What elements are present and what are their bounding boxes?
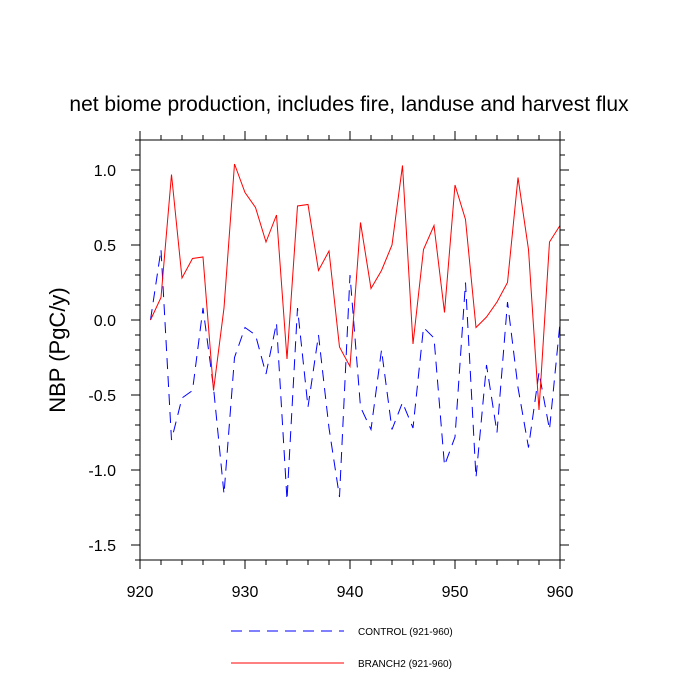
- legend-label: BRANCH2 (921-960): [358, 659, 452, 670]
- plot-frame: [139, 139, 561, 561]
- y-tick-label: 1.0: [94, 163, 116, 180]
- x-tick-label: 940: [337, 584, 364, 601]
- y-tick-label: 0.5: [94, 238, 116, 255]
- y-tick-label: -1.0: [88, 463, 116, 480]
- series-line-branch2: [150, 163, 560, 411]
- legend: CONTROL (921-960) BRANCH2 (921-960): [231, 627, 453, 670]
- y-tick-label: -0.5: [88, 388, 116, 405]
- x-tick-label: 960: [547, 584, 574, 601]
- y-tick-label: 0.0: [94, 313, 116, 330]
- x-tick-label: 950: [442, 584, 469, 601]
- x-tick-label: 930: [232, 584, 259, 601]
- tick-labels: 920 930 940 950 960 1.0 0.5 0.0 -0.5 -1.0 -1.5: [88, 163, 573, 601]
- y-axis-label: NBP (PgC/y): [45, 287, 70, 413]
- series-layer: [150, 163, 560, 501]
- legend-label: CONTROL (921-960): [358, 627, 453, 638]
- series-line-control: [150, 249, 560, 501]
- x-tick-label: 920: [127, 584, 154, 601]
- chart-title: net biome production, includes fire, lan…: [69, 93, 629, 116]
- y-tick-label: -1.5: [88, 538, 116, 555]
- axis-ticks: [131, 131, 569, 569]
